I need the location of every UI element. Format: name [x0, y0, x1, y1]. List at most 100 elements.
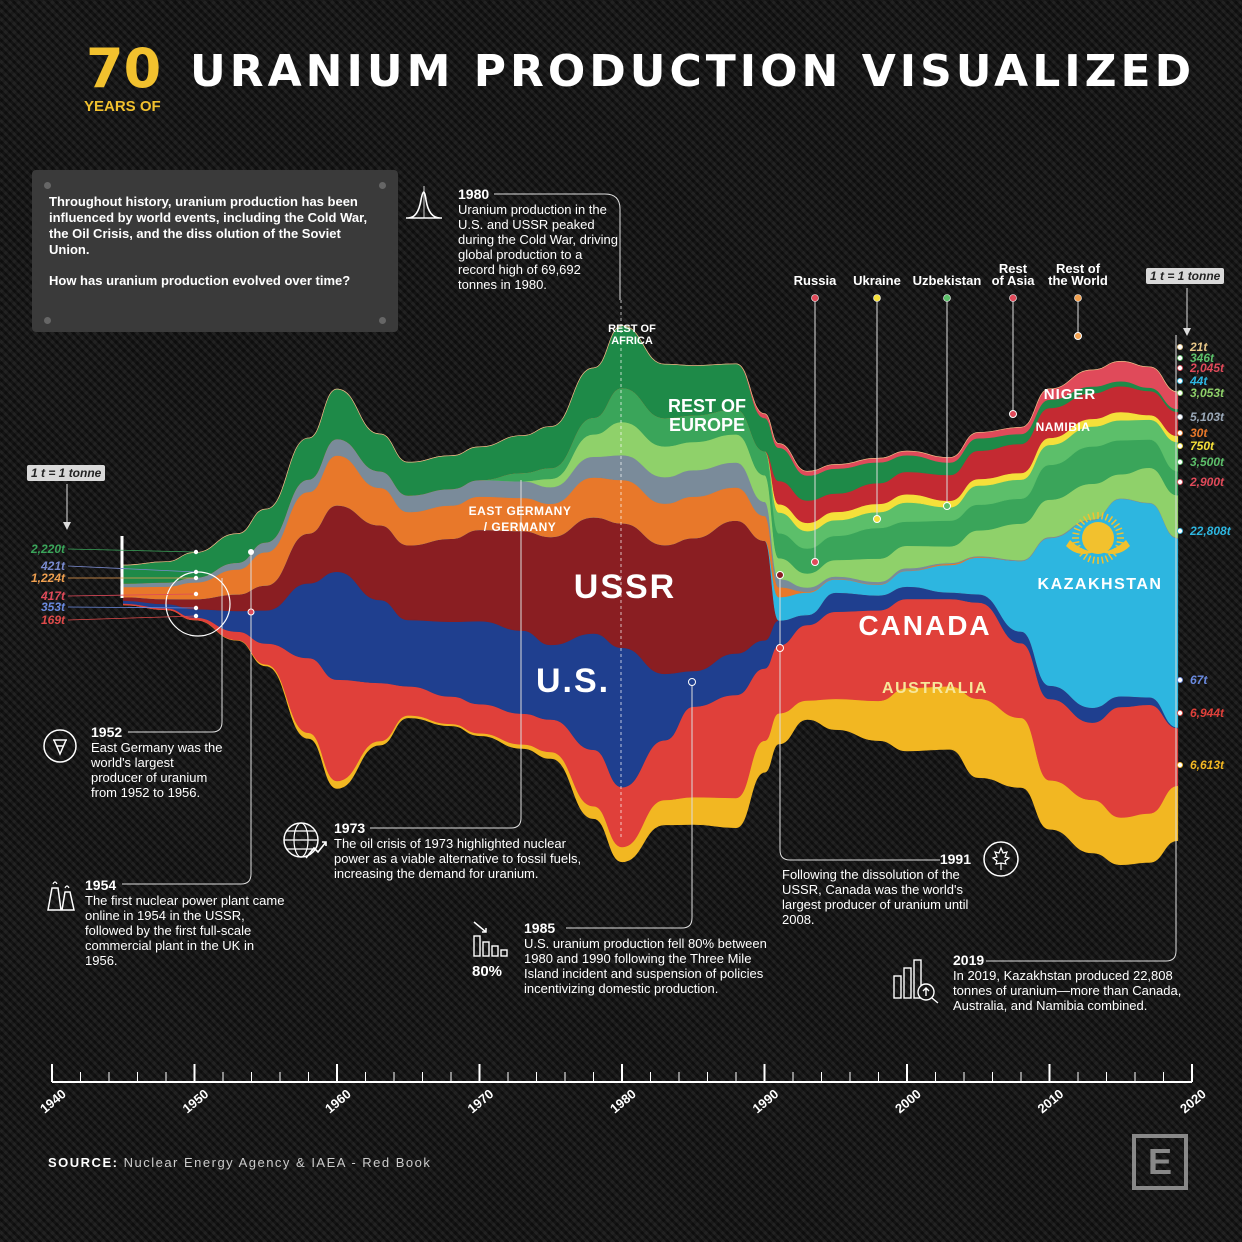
marker-dot — [688, 678, 696, 686]
end-value-label: 6,944t — [1190, 706, 1225, 720]
start-value-label: 1,224t — [31, 571, 66, 585]
end-value-label: 3,500t — [1190, 455, 1225, 469]
x-tick-label: 1960 — [322, 1086, 354, 1116]
start-dot — [193, 549, 199, 555]
annotation-year: 1980 — [458, 186, 490, 202]
end-dot — [1177, 389, 1184, 396]
screw-icon — [44, 182, 51, 189]
connector-1980 — [494, 193, 621, 300]
arrow-head — [1183, 328, 1191, 336]
sun-ray — [1072, 540, 1080, 544]
connector-1954 — [122, 552, 252, 885]
sun-ray — [1087, 555, 1092, 563]
end-value-label: 5,103t — [1190, 410, 1225, 424]
start-leader-line — [67, 606, 197, 609]
end-dot — [1177, 429, 1184, 436]
marker-dot — [776, 571, 784, 579]
sun-ray — [1082, 515, 1089, 523]
arrow-head — [63, 522, 71, 530]
connector-1973 — [370, 480, 522, 829]
source-text: Nuclear Energy Agency & IAEA - Red Book — [123, 1155, 432, 1170]
unit-tag-right: 1 t = 1 tonne — [1146, 268, 1225, 284]
end-dot — [1177, 364, 1184, 371]
area-label-canada: CANADA — [858, 610, 991, 641]
unit-tag-left: 1 t = 1 tonne — [27, 465, 106, 481]
sun-ray — [1116, 540, 1124, 544]
sun-ray — [1116, 532, 1124, 536]
x-tick-label: 2000 — [892, 1086, 924, 1116]
marker-dot — [248, 549, 254, 555]
legend-dot — [1074, 294, 1082, 302]
sun-ray — [1092, 556, 1096, 564]
power-plant-icon — [47, 881, 75, 911]
screw-icon — [379, 182, 386, 189]
end-value-label: 21t — [1189, 340, 1208, 354]
title-number: 70 — [86, 37, 162, 100]
annotation-1991: 1991 Following the dissolution of the US… — [782, 851, 982, 928]
page-title: URANIUM PRODUCTION VISUALIZED — [190, 46, 1196, 97]
legend-anchor-dot — [1009, 410, 1017, 418]
x-tick-label: 1980 — [607, 1086, 639, 1116]
kazakhstan-emblem-icon — [1066, 512, 1130, 564]
start-dot — [193, 569, 199, 575]
connector-1952 — [128, 578, 223, 733]
intro-box: Throughout history, uranium production h… — [32, 170, 398, 332]
start-value-label: 169t — [41, 613, 66, 627]
annotation-year: 1991 — [939, 851, 971, 867]
annotation-text: The first nuclear power plant came onlin… — [85, 893, 285, 968]
sun-ray — [1107, 553, 1114, 561]
start-dot — [193, 605, 199, 611]
end-value-label: 346t — [1190, 351, 1215, 365]
intro-question: How has uranium production evolved over … — [49, 273, 351, 288]
annotation-1973: 1973 The oil crisis of 1973 highlighted … — [334, 820, 594, 882]
x-tick-label: 1950 — [180, 1086, 212, 1116]
annotation-1952: 1952 East Germany was the world's larges… — [91, 724, 226, 801]
end-dot — [1177, 762, 1184, 769]
growth-bars-icon — [893, 959, 939, 1004]
source-label: SOURCE: — [48, 1155, 119, 1170]
start-dot — [193, 613, 199, 619]
area-label-rest-of-africa: REST OF AFRICA — [608, 323, 656, 347]
sun-ray — [1104, 555, 1109, 563]
legend-label: Russia — [794, 273, 837, 288]
sun-ray — [1075, 522, 1083, 529]
sun-ray — [1087, 513, 1092, 521]
end-value-label: 2,045t — [1189, 361, 1225, 375]
end-dot — [1177, 442, 1184, 449]
area-label-rest-of-europe: REST OF EUROPE — [668, 396, 746, 435]
legend-label: Rest of the World — [1048, 261, 1108, 288]
declining-bars-icon — [473, 921, 508, 957]
area-label-east-germany: EAST GERMANY / GERMANY — [469, 504, 572, 534]
annotation-year: 1985 — [524, 920, 556, 936]
sun-ray — [1082, 553, 1089, 561]
annotation-text: U.S. uranium production fell 80% between… — [524, 936, 767, 996]
annotation-1985: 1985 U.S. uranium production fell 80% be… — [524, 920, 786, 997]
x-tick-label: 2020 — [1177, 1086, 1209, 1116]
sun-ray — [1072, 532, 1080, 536]
end-value-label: 3,053t — [1190, 386, 1225, 400]
intro-text: Throughout history, uranium production h… — [49, 194, 368, 257]
marker-dot — [776, 644, 784, 652]
area-label-australia: AUSTRALIA — [882, 680, 988, 697]
area-label-us: U.S. — [536, 662, 610, 700]
hammer-sickle-icon — [43, 729, 77, 763]
legend-anchor-dot — [811, 558, 819, 566]
end-dot — [1177, 354, 1184, 361]
globe-trend-icon — [283, 822, 327, 859]
connector-1985 — [566, 682, 693, 929]
sun-ray — [1107, 515, 1114, 523]
legend-dot — [1009, 294, 1017, 302]
end-dot — [1177, 413, 1184, 420]
annotation-2019: 2019 In 2019, Kazakhstan produced 22,808… — [953, 953, 1183, 1014]
x-tick-label: 1970 — [465, 1086, 497, 1116]
end-value-label: 2,900t — [1189, 475, 1225, 489]
annotation-year: 1973 — [334, 820, 366, 836]
sun-ray — [1110, 519, 1117, 526]
annotation-year: 1952 — [91, 724, 123, 740]
end-dot — [1177, 343, 1184, 350]
area-label-niger: NIGER — [1044, 386, 1097, 403]
connector-1991 — [779, 575, 940, 861]
x-tick-label: 1940 — [37, 1086, 69, 1116]
sun-ray — [1073, 527, 1081, 532]
